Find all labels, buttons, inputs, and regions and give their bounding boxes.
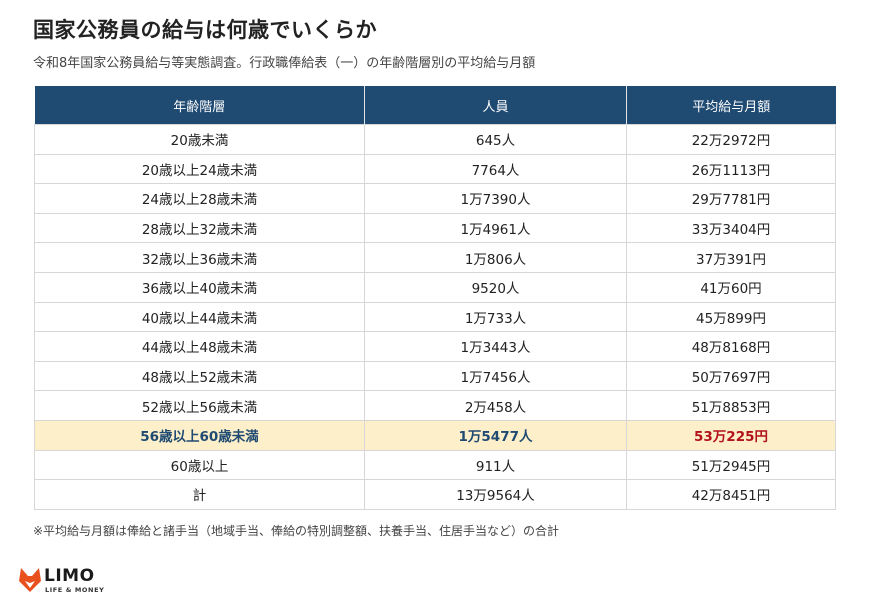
age-group-cell: 28歳以上32歳未満 [34,212,365,244]
average-salary-cell: 26万1113円 [626,153,836,185]
staff-count-cell: 9520人 [364,271,627,303]
average-salary-cell: 22万2972円 [626,124,836,155]
table-row: 60歳以上 911人 51万2945円 [34,449,836,481]
age-group-cell: 48歳以上52歳未満 [34,360,365,392]
table-row: 32歳以上36歳未満 1万806人 37万391円 [34,242,836,273]
average-salary-cell: 37万391円 [626,242,836,273]
staff-count-cell: 1万4961人 [364,212,627,244]
table-row: 52歳以上56歳未満 2万458人 51万8853円 [34,390,836,421]
staff-count-cell: 2万458人 [364,390,627,421]
age-group-cell: 24歳以上28歳未満 [34,183,365,214]
age-group-cell: 計 [34,479,365,510]
salary-table: 年齢階層 人員 平均給与月額 20歳未満 645人 22万2972円 20歳以上24歳… [34,86,836,510]
staff-count-cell: 1万733人 [364,301,627,333]
average-salary-cell: 51万8853円 [626,390,836,421]
table-body: 20歳未満 645人 22万2972円 20歳以上24歳未満 7764人 26万1113円… [34,124,836,510]
fox-head-icon [19,568,41,592]
average-salary-cell: 48万8168円 [626,331,836,362]
logo-tagline: LIFE & MONEY [45,586,105,594]
age-group-cell: 60歳以上 [34,449,365,481]
age-group-cell: 20歳以上24歳未満 [34,153,365,185]
age-group-cell: 44歳以上48歳未満 [34,331,365,362]
table-row: 20歳以上24歳未満 7764人 26万1113円 [34,153,836,185]
footnote: ※平均給与月額は俸給と諸手当（地域手当、俸給の特別調整額、扶養手当、住居手当など… [33,524,560,538]
staff-count-cell: 1万806人 [364,242,627,273]
age-group-cell: 32歳以上36歳未満 [34,242,365,273]
age-group-cell: 40歳以上44歳未満 [34,301,365,333]
staff-count-cell: 1万5477人 [364,419,627,451]
table-header-row: 年齢階層 人員 平均給与月額 [34,86,836,125]
table-row: 56歳以上60歳未満 1万5477人 53万225円 [34,419,836,451]
average-salary-cell: 29万7781円 [626,183,836,214]
table-row: 36歳以上40歳未満 9520人 41万60円 [34,271,836,303]
staff-count-cell: 911人 [364,449,627,481]
page-subtitle: 令和8年国家公務員給与等実態調査。行政職俸給表（一）の年齢階層別の平均給与月額 [33,56,536,71]
table-row: 44歳以上48歳未満 1万3443人 48万8168円 [34,331,836,362]
logo-name: LIMO [44,566,95,586]
age-group-cell: 56歳以上60歳未満 [34,419,365,451]
header-age-group: 年齢階層 [34,86,365,125]
table-row: 48歳以上52歳未満 1万7456人 50万7697円 [34,360,836,392]
staff-count-cell: 1万3443人 [364,331,627,362]
average-salary-cell: 53万225円 [626,419,836,451]
average-salary-cell: 33万3404円 [626,212,836,244]
average-salary-cell: 41万60円 [626,271,836,303]
staff-count-cell: 1万7456人 [364,360,627,392]
header-staff-count: 人員 [364,86,627,125]
limo-logo: LIMO LIFE & MONEY [18,566,108,596]
table-row: 28歳以上32歳未満 1万4961人 33万3404円 [34,212,836,244]
table-row: 計 13万9564人 42万8451円 [34,479,836,510]
average-salary-cell: 50万7697円 [626,360,836,392]
staff-count-cell: 1万7390人 [364,183,627,214]
age-group-cell: 52歳以上56歳未満 [34,390,365,421]
staff-count-cell: 645人 [364,124,627,155]
header-average-salary: 平均給与月額 [626,86,836,125]
table-row: 20歳未満 645人 22万2972円 [34,124,836,155]
average-salary-cell: 45万899円 [626,301,836,333]
average-salary-cell: 42万8451円 [626,479,836,510]
age-group-cell: 36歳以上40歳未満 [34,271,365,303]
staff-count-cell: 13万9564人 [364,479,627,510]
staff-count-cell: 7764人 [364,153,627,185]
average-salary-cell: 51万2945円 [626,449,836,481]
table-row: 40歳以上44歳未満 1万733人 45万899円 [34,301,836,333]
table-header: 年齢階層 人員 平均給与月額 [34,86,836,125]
table-row: 24歳以上28歳未満 1万7390人 29万7781円 [34,183,836,214]
page-title: 国家公務員の給与は何歳でいくらか [33,18,377,42]
age-group-cell: 20歳未満 [34,124,365,155]
